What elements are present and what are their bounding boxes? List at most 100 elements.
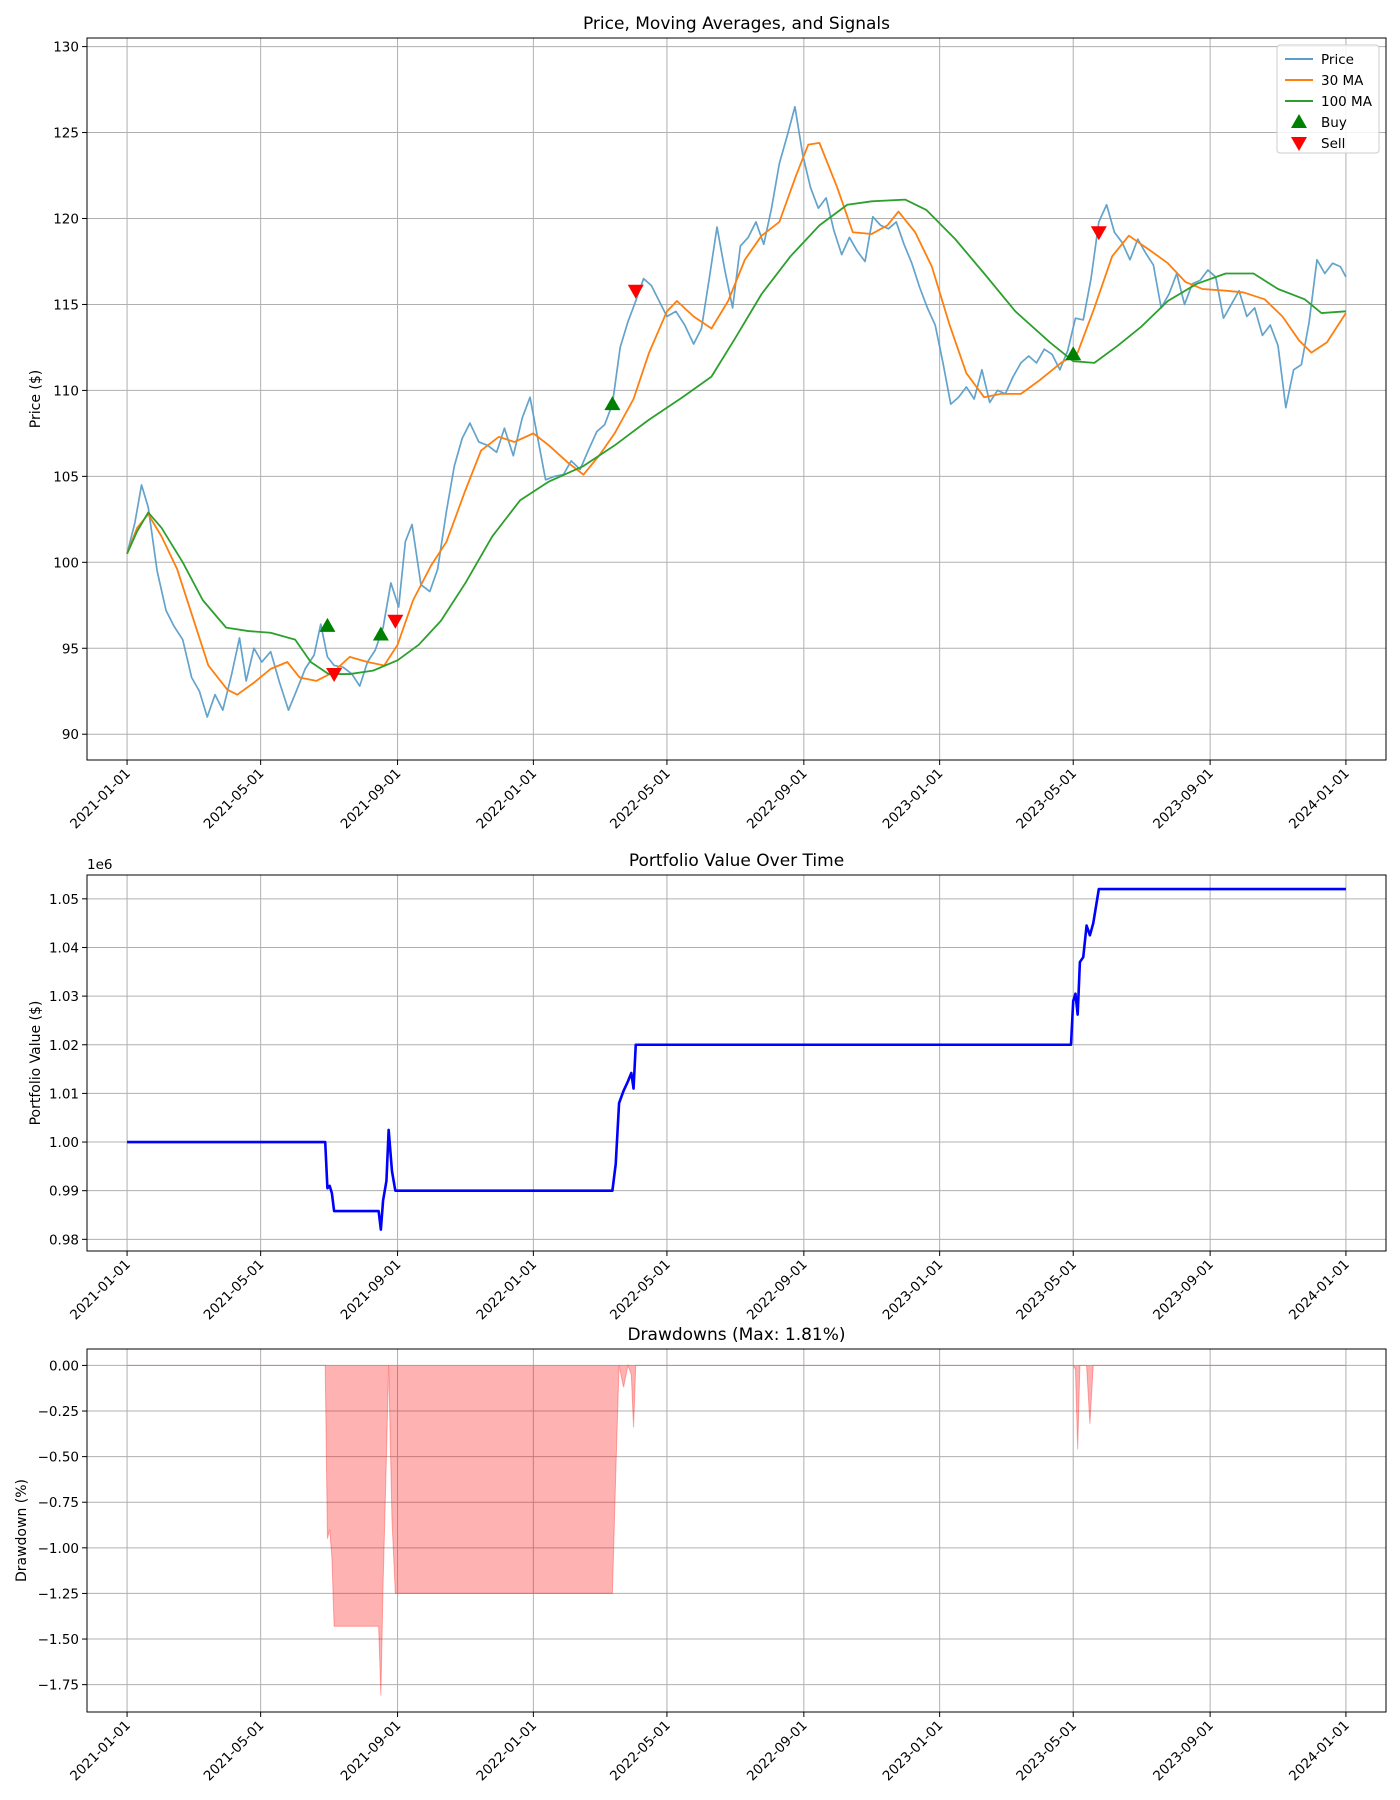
portfolio-chart-x-tick-label: 2023-01-01 — [880, 1257, 947, 1324]
portfolio-chart-x-tick-label: 2021-01-01 — [67, 1257, 134, 1324]
drawdown-chart-panel: Drawdowns (Max: 1.81%) Drawdown (%) 2021… — [14, 1325, 1387, 1784]
drawdown-chart-x-tick-label: 2021-05-01 — [201, 1718, 268, 1785]
drawdown-chart-y-tick-label: −0.25 — [38, 1404, 79, 1420]
portfolio-chart-y-tick-label: 1.05 — [49, 892, 79, 908]
legend-label: 30 MA — [1321, 73, 1364, 89]
drawdown-chart-y-tick-label: −1.75 — [38, 1678, 79, 1694]
buy-marker — [372, 626, 389, 641]
portfolio-chart-ylabel: Portfolio Value ($) — [28, 1001, 44, 1126]
portfolio-chart-y-ticks: 0.98 0.99 1.00 1.01 1.02 1.03 1.04 1.05 — [49, 892, 87, 1248]
drawdown-chart-x-tick-label: 2021-09-01 — [338, 1718, 405, 1785]
price-chart-y-tick-label: 130 — [53, 40, 79, 56]
price-chart-y-tick-label: 115 — [53, 297, 79, 313]
portfolio-chart-x-ticks: 2021-01-01 2021-05-01 2021-09-01 2022-01-01… — [67, 1251, 1353, 1323]
portfolio-chart-x-tick-label: 2023-05-01 — [1013, 1257, 1080, 1324]
drawdown-chart-x-tick-label: 2022-09-01 — [744, 1718, 811, 1785]
portfolio-chart-series-line — [127, 887, 1346, 1231]
drawdown-chart-y-tick-label: −0.75 — [38, 1495, 79, 1511]
portfolio-chart-y-tick-label: 1.02 — [49, 1038, 79, 1054]
price-chart-x-tick-label: 2022-09-01 — [744, 766, 811, 833]
portfolio-chart-frame — [86, 874, 1387, 1252]
portfolio-chart-series — [127, 887, 1346, 1231]
price-chart-legend: Price 30 MA 100 MA Buy Sell — [1276, 44, 1380, 154]
price-chart-series — [126, 105, 1347, 718]
price-chart-y-ticks: 90 95 100 105 110 115 120 125 130 — [53, 40, 87, 743]
portfolio-chart-x-tick-label: 2021-05-01 — [201, 1257, 268, 1324]
price-chart-y-tick-label: 95 — [62, 641, 79, 657]
buy-marker — [1065, 346, 1082, 361]
drawdown-chart-x-tick-label: 2021-01-01 — [67, 1718, 134, 1785]
price-chart-panel: Price, Moving Averages, and Signals Pric… — [28, 14, 1387, 832]
price-chart-x-tick-label: 2021-05-01 — [201, 766, 268, 833]
price-chart-x-ticks: 2021-01-01 2021-05-01 2021-09-01 2022-01-01… — [67, 760, 1353, 832]
price-chart-y-tick-label: 90 — [62, 727, 79, 743]
price-chart-x-tick-label: 2021-01-01 — [67, 766, 134, 833]
drawdown-chart-x-tick-label: 2023-01-01 — [880, 1718, 947, 1785]
drawdown-chart-series — [127, 1363, 1346, 1696]
price-chart-y-tick-label: 125 — [53, 126, 79, 142]
price-chart-x-tick-label: 2023-09-01 — [1150, 766, 1217, 833]
portfolio-chart-x-tick-label: 2021-09-01 — [338, 1257, 405, 1324]
portfolio-chart-grid — [87, 875, 1386, 1251]
drawdown-chart-x-tick-label: 2023-05-01 — [1013, 1718, 1080, 1785]
price-chart-x-tick-label: 2022-01-01 — [473, 766, 540, 833]
portfolio-chart-x-tick-label: 2022-05-01 — [607, 1257, 674, 1324]
drawdown-chart-title: Drawdowns (Max: 1.81%) — [627, 1325, 845, 1345]
drawdown-chart-x-tick-label: 2022-05-01 — [607, 1718, 674, 1785]
portfolio-chart-x-tick-label: 2023-09-01 — [1150, 1257, 1217, 1324]
price-chart-x-tick-label: 2022-05-01 — [607, 766, 674, 833]
drawdown-chart-area-edge — [127, 1363, 1346, 1696]
price-chart-frame — [86, 37, 1387, 761]
legend-sell-marker — [1291, 137, 1307, 151]
price-chart-y-tick-label: 120 — [53, 212, 79, 228]
drawdown-chart-y-tick-label: 0.00 — [49, 1358, 79, 1374]
price-chart-y-tick-label: 110 — [53, 383, 79, 399]
drawdown-chart-y-tick-label: −1.50 — [38, 1632, 79, 1648]
legend-label: Sell — [1321, 136, 1345, 152]
drawdown-chart-area — [127, 1365, 1346, 1696]
drawdown-chart-grid — [87, 1349, 1386, 1712]
portfolio-chart-y-tick-label: 1.04 — [49, 940, 79, 956]
price-chart-x-tick-label: 2023-01-01 — [880, 766, 947, 833]
drawdown-chart-x-tick-label: 2023-09-01 — [1150, 1718, 1217, 1785]
legend-label: Buy — [1321, 115, 1347, 131]
drawdown-chart-x-ticks: 2021-01-01 2021-05-01 2021-09-01 2022-01-01… — [67, 1712, 1353, 1784]
price-chart-signals — [319, 226, 1107, 683]
portfolio-chart-y-tick-label: 0.99 — [49, 1184, 79, 1200]
sell-marker — [387, 614, 404, 629]
drawdown-chart-y-tick-label: −0.50 — [38, 1450, 79, 1466]
price-chart-title: Price, Moving Averages, and Signals — [583, 14, 890, 34]
portfolio-chart-y-tick-label: 1.01 — [49, 1086, 79, 1102]
buy-marker — [319, 617, 336, 632]
drawdown-chart-y-tick-label: −1.25 — [38, 1586, 79, 1602]
portfolio-chart-y-tick-label: 0.98 — [49, 1232, 79, 1248]
price-chart-series-30-ma — [126, 141, 1347, 696]
price-chart-series-100-ma — [126, 198, 1346, 675]
price-chart-grid — [87, 38, 1386, 760]
sell-marker — [627, 284, 644, 299]
drawdown-chart-x-tick-label: 2024-01-01 — [1286, 1718, 1353, 1785]
price-chart-x-tick-label: 2024-01-01 — [1286, 766, 1353, 833]
portfolio-chart-offset-label: 1e6 — [87, 857, 112, 873]
portfolio-chart-x-tick-label: 2022-01-01 — [473, 1257, 540, 1324]
price-chart-y-tick-label: 100 — [53, 555, 79, 571]
price-chart-x-tick-label: 2023-05-01 — [1013, 766, 1080, 833]
drawdown-chart-x-tick-label: 2022-01-01 — [473, 1718, 540, 1785]
portfolio-chart-y-tick-label: 1.00 — [49, 1135, 79, 1151]
legend-label: 100 MA — [1321, 94, 1373, 110]
portfolio-chart-x-tick-label: 2024-01-01 — [1286, 1257, 1353, 1324]
price-chart-ylabel: Price ($) — [28, 370, 44, 428]
portfolio-chart-y-tick-label: 1.03 — [49, 989, 79, 1005]
sell-marker — [326, 668, 343, 683]
buy-marker — [604, 396, 621, 411]
portfolio-chart-panel: Portfolio Value Over Time Portfolio Valu… — [28, 851, 1387, 1323]
drawdown-chart-y-tick-label: −1.00 — [38, 1541, 79, 1557]
sell-marker — [1090, 226, 1107, 241]
drawdown-chart-y-ticks: 0.00 −0.25 −0.50 −0.75 −1.00 −1.25 −1.50 −1.75 — [38, 1358, 87, 1694]
price-chart-x-tick-label: 2021-09-01 — [338, 766, 405, 833]
portfolio-chart-x-tick-label: 2022-09-01 — [744, 1257, 811, 1324]
legend-buy-marker — [1291, 114, 1307, 128]
drawdown-chart-ylabel: Drawdown (%) — [14, 1479, 30, 1582]
legend-label: Price — [1321, 52, 1354, 68]
